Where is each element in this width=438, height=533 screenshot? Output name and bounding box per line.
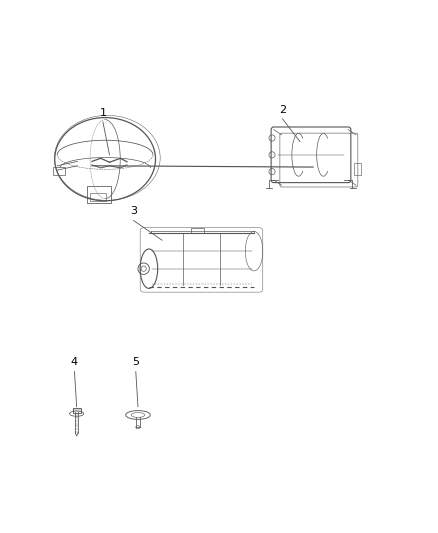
Text: 5: 5 bbox=[132, 357, 139, 367]
Bar bbox=[90, 193, 106, 201]
Bar bbox=[53, 167, 65, 174]
Bar bbox=[354, 163, 361, 175]
Bar bbox=[87, 187, 111, 203]
Text: 3: 3 bbox=[130, 206, 137, 216]
Text: 4: 4 bbox=[71, 357, 78, 367]
Text: 1: 1 bbox=[99, 108, 106, 118]
Bar bbox=[73, 408, 81, 413]
Text: 2: 2 bbox=[279, 104, 286, 115]
